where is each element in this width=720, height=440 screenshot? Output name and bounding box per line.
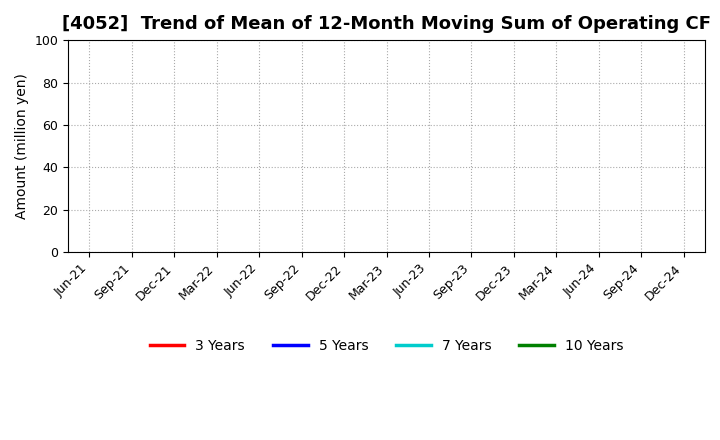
Legend: 3 Years, 5 Years, 7 Years, 10 Years: 3 Years, 5 Years, 7 Years, 10 Years <box>144 334 629 359</box>
Y-axis label: Amount (million yen): Amount (million yen) <box>15 73 29 219</box>
Title: [4052]  Trend of Mean of 12-Month Moving Sum of Operating CF: [4052] Trend of Mean of 12-Month Moving … <box>62 15 711 33</box>
